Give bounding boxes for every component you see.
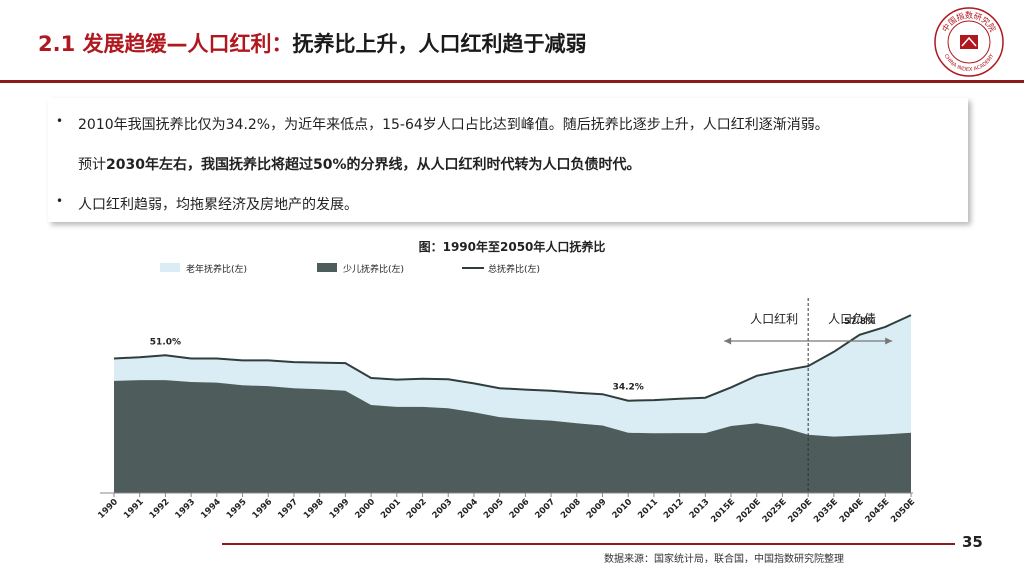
bullet-dot: • [56,194,64,208]
x-tick-label: 2000 [353,497,377,521]
x-tick-label: 2015E [709,497,737,525]
bullet-2-bold: 2030年左右，我国抚养比将超过50%的分界线，从人口红利时代转为人口负债时代。 [106,157,641,173]
x-tick-label: 2045E [864,497,892,525]
x-tick-label: 1997 [276,497,300,521]
china-index-academy-logo: 中国指数研究院 CHINA INDEX ACADEMY [934,7,1004,77]
total-ratio-line [113,314,912,402]
x-tick-label: 2030E [786,497,814,525]
x-tick-label: 1991 [122,497,146,521]
x-tick-label: 1990 [96,497,120,521]
data-label: 57.8% [844,317,875,327]
x-tick-label: 1999 [328,497,352,521]
x-tick-label: 1993 [173,497,197,521]
summary-box: • 2010年我国抚养比仅为34.2%，为近年来低点，15-64岁人口占比达到峰… [48,98,968,222]
x-tick-label: 2006 [508,497,532,521]
x-tick-label: 1995 [225,497,249,521]
data-source: 数据来源：国家统计局，联合国，中国指数研究院整理 [604,554,844,565]
page-title: 2.1 发展趋缓—人口红利：抚养比上升，人口红利趋于减弱 [38,28,587,58]
x-tick-label: 1992 [148,497,172,521]
title-main: 抚养比上升，人口红利趋于减弱 [292,32,587,56]
bullet-1-text: 2010年我国抚养比仅为34.2%，为近年来低点，15-64岁人口占比达到峰值。… [78,117,829,133]
legend-label: 少儿抚养比(左) [343,263,404,275]
region-label-dividend: 人口红利 [750,311,798,326]
elderly-ratio-area [114,315,911,437]
region-label-debt: 人口负债 [828,312,876,326]
x-tick-label: 2050E [889,497,917,525]
x-tick-label: 2013 [688,497,712,521]
x-tick-label: 1996 [251,497,275,521]
x-tick-label: 1998 [302,497,326,521]
x-tick-label: 2001 [379,497,403,521]
x-tick-label: 2009 [585,497,609,521]
legend-swatch [317,263,337,272]
bullet-dot: • [56,114,64,128]
title-prefix: 2.1 发展趋缓—人口红利： [38,32,293,56]
data-label: 51.0% [150,337,181,347]
x-tick-label: 2040E [838,497,866,525]
legend-swatch [160,263,180,272]
child-ratio-area [114,380,911,493]
legend-label: 老年抚养比(左) [186,263,247,275]
x-tick-label: 2007 [533,497,557,521]
data-label: 34.2% [613,383,644,393]
legend-label: 总抚养比(左) [488,263,540,275]
x-tick-label: 2025E [761,497,789,525]
x-tick-label: 1994 [199,497,223,521]
arrow-head-right [885,337,893,345]
x-tick-label: 2020E [735,497,763,525]
x-tick-label: 2002 [405,497,429,521]
footer-divider [222,543,955,545]
page-number: 35 [962,533,983,551]
x-tick-label: 2008 [559,497,583,521]
title-divider [0,80,1024,83]
x-tick-label: 2011 [636,497,660,521]
arrow-head-left [724,337,732,345]
bullet-2-prefix: 预计 [78,157,106,173]
x-tick-label: 2005 [482,497,506,521]
x-tick-label: 2010 [611,497,635,521]
x-tick-label: 2035E [812,497,840,525]
x-tick-label: 2012 [662,497,686,521]
x-tick-label: 2004 [456,497,480,521]
bullet-3-text: 人口红利趋弱，均拖累经济及房地产的发展。 [78,197,358,213]
chart-title: 图：1990年至2050年人口抚养比 [418,240,606,254]
x-tick-label: 2003 [431,497,455,521]
